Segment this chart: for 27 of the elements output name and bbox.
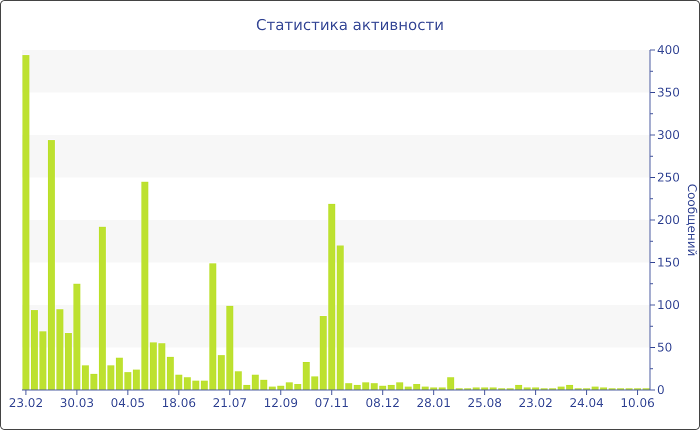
y-tick-label: 400 — [657, 43, 680, 57]
x-tick-label: 28.01 — [416, 396, 451, 410]
y-tick-label: 50 — [657, 340, 672, 354]
x-tick-label: 23.02 — [8, 396, 44, 410]
y-tick-label: 300 — [657, 128, 680, 142]
bar — [320, 316, 327, 390]
y-axis-title: Сообщений — [685, 184, 699, 256]
y-tick-label: 100 — [657, 298, 680, 312]
x-tick-label: 07.11 — [314, 396, 349, 410]
y-tick-label: 250 — [657, 170, 680, 184]
y-tick-label: 350 — [657, 86, 680, 100]
x-tick-label: 12.09 — [264, 396, 298, 410]
x-tick-label: 18.06 — [162, 396, 196, 410]
x-tick-label: 08.12 — [366, 396, 400, 410]
x-tick-label: 21.07 — [212, 396, 247, 410]
x-tick-label: 10.06 — [620, 396, 655, 410]
chart-title: Статистика активности — [256, 16, 444, 34]
x-tick-label: 04.05 — [110, 396, 146, 410]
bar — [336, 246, 344, 390]
y-tick-label: 0 — [657, 383, 665, 397]
y-tick-label: 150 — [657, 256, 680, 270]
bar — [328, 204, 336, 390]
y-tick-label: 200 — [657, 213, 680, 227]
x-tick-label: 25.08 — [467, 396, 502, 410]
x-tick-label: 30.03 — [60, 396, 94, 410]
x-tick-label: 24.04 — [569, 396, 604, 410]
x-tick-label: 23.02 — [518, 396, 553, 410]
